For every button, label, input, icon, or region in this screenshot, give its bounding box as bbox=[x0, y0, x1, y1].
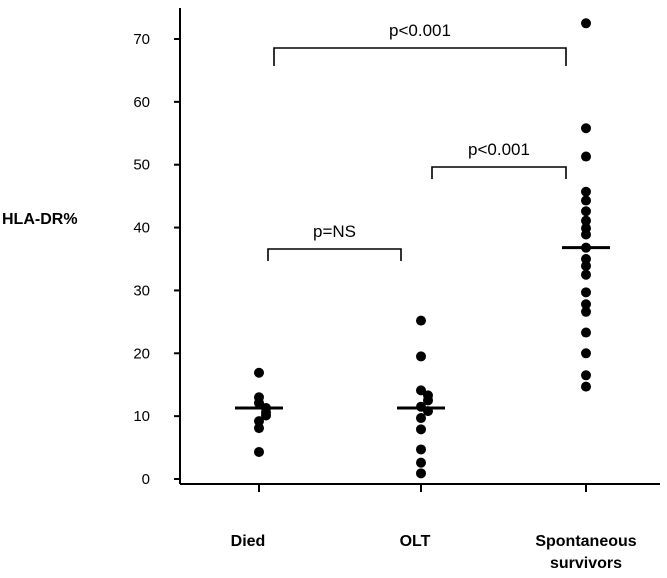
y-tick-label: 30 bbox=[133, 282, 150, 299]
p-value-label: p<0.001 bbox=[468, 140, 530, 159]
comparison-bracket bbox=[267, 248, 402, 261]
category-label: survivors bbox=[550, 555, 622, 572]
category-label: OLT bbox=[400, 533, 431, 550]
y-axis-label: HLA-DR% bbox=[2, 211, 78, 228]
data-point bbox=[423, 395, 433, 406]
category-label: Died bbox=[231, 533, 266, 550]
p-value-label: p=NS bbox=[313, 222, 356, 241]
data-point bbox=[254, 423, 264, 434]
data-point bbox=[416, 457, 426, 468]
data-point bbox=[416, 351, 426, 362]
data-point bbox=[416, 424, 426, 435]
data-point bbox=[581, 306, 591, 317]
y-tick-label: 10 bbox=[133, 408, 150, 425]
category-label: Spontaneous bbox=[535, 533, 636, 550]
data-point bbox=[581, 206, 591, 217]
data-point bbox=[254, 446, 264, 457]
category-labels: Died OLT Spontaneous survivors bbox=[231, 533, 637, 572]
data-point bbox=[254, 367, 264, 378]
data-point bbox=[416, 385, 426, 396]
data-point bbox=[581, 381, 591, 392]
data-point bbox=[254, 397, 264, 408]
y-tick-label: 60 bbox=[133, 94, 150, 111]
data-point bbox=[581, 186, 591, 197]
data-point bbox=[581, 254, 591, 264]
data-point bbox=[416, 315, 426, 326]
data-point bbox=[416, 413, 426, 424]
median-lines bbox=[235, 246, 610, 410]
data-point bbox=[254, 416, 264, 427]
data-point bbox=[581, 327, 591, 338]
p-value-label: p<0.001 bbox=[389, 21, 451, 40]
comparison-bracket bbox=[273, 47, 567, 66]
data-point bbox=[581, 195, 591, 206]
data-point bbox=[581, 18, 591, 29]
data-point bbox=[581, 151, 591, 162]
data-point bbox=[581, 370, 591, 381]
y-tick-label: 70 bbox=[133, 31, 150, 48]
data-point bbox=[581, 123, 591, 134]
axes bbox=[174, 8, 660, 492]
data-point bbox=[581, 348, 591, 359]
y-tick-label: 0 bbox=[142, 471, 150, 488]
y-tick-labels: 0 10 20 30 40 50 60 70 bbox=[133, 31, 150, 488]
data-point bbox=[581, 260, 591, 271]
y-tick-label: 50 bbox=[133, 157, 150, 174]
y-tick-label: 20 bbox=[133, 345, 150, 362]
data-point bbox=[581, 229, 591, 240]
comparison-bracket bbox=[431, 166, 567, 179]
data-point bbox=[581, 215, 591, 226]
data-point bbox=[261, 410, 271, 421]
y-tick-label: 40 bbox=[133, 220, 150, 237]
data-point bbox=[581, 287, 591, 298]
data-point bbox=[581, 269, 591, 280]
data-point bbox=[416, 468, 426, 479]
data-point bbox=[416, 444, 426, 455]
comparison-brackets: p=NS p<0.001 p<0.001 bbox=[267, 21, 567, 261]
data-point bbox=[581, 299, 591, 310]
